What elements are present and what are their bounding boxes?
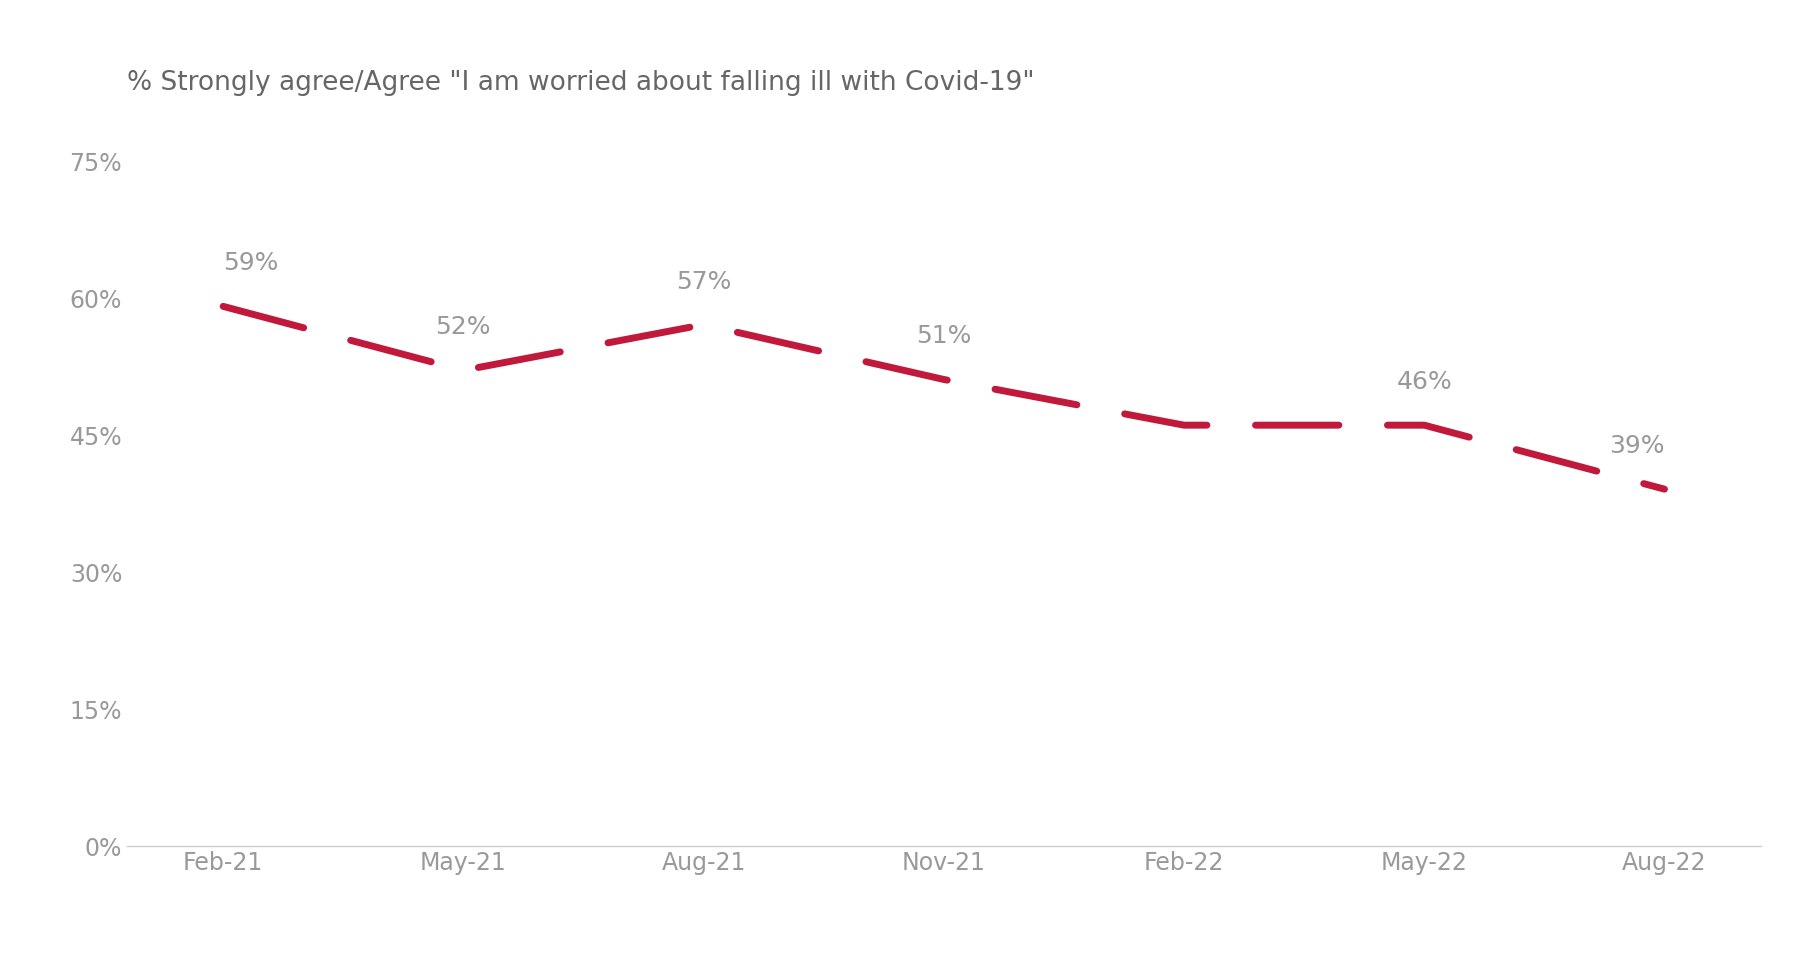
Text: 39%: 39% (1607, 433, 1663, 457)
Text: 51%: 51% (916, 324, 970, 348)
Text: % Strongly agree/Agree "I am worried about falling ill with Covid-19": % Strongly agree/Agree "I am worried abo… (127, 70, 1034, 96)
Text: 52%: 52% (435, 315, 492, 339)
Text: 46%: 46% (1395, 370, 1451, 394)
Text: 59%: 59% (223, 251, 278, 275)
Text: 57%: 57% (675, 269, 731, 293)
